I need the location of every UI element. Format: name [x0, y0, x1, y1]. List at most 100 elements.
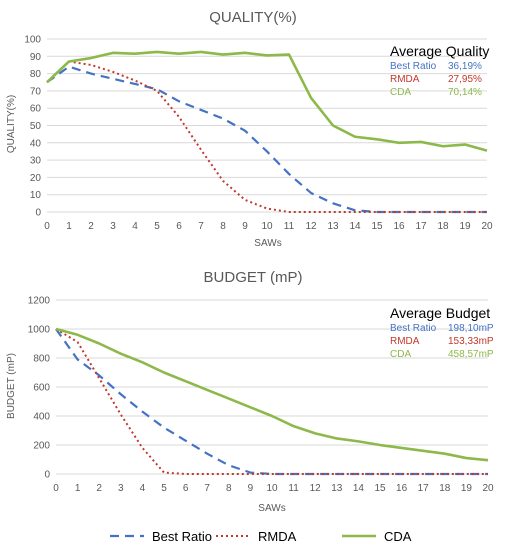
quality-y-tick-label: 50 — [30, 121, 42, 132]
quality-y-tick-label: 70 — [30, 86, 42, 97]
quality-series-line-rmda — [46, 60, 487, 213]
legend-label-cda: CDA — [384, 529, 412, 544]
quality-y-tick-label: 80 — [30, 69, 42, 80]
budget-series-line-cda — [55, 327, 489, 462]
quality-x-tick-label: 16 — [393, 221, 405, 232]
average-quality-value: 36,19% — [448, 61, 482, 72]
budget-x-tick-label: 13 — [331, 483, 343, 494]
quality-x-tick-label: 3 — [110, 221, 116, 232]
quality-x-tick-label: 8 — [220, 221, 226, 232]
average-budget-value: 458,57mP — [448, 349, 494, 360]
quality-x-tick-label: 14 — [349, 221, 361, 232]
quality-y-tick-label: 10 — [30, 190, 42, 201]
average-quality-label: CDA — [390, 87, 411, 98]
quality-series-line-cda — [46, 50, 488, 152]
quality-x-tick-label: 11 — [284, 221, 295, 232]
budget-x-tick-label: 9 — [248, 483, 254, 494]
budget-x-tick-label: 2 — [96, 483, 102, 494]
quality-series — [46, 50, 488, 214]
quality-x-tick-label: 2 — [88, 221, 94, 232]
quality-x-tick-label: 0 — [44, 221, 50, 232]
quality-x-tick-label: 7 — [198, 221, 204, 232]
quality-x-tick-label: 4 — [132, 221, 138, 232]
budget-x-tick-label: 0 — [53, 483, 59, 494]
average-quality-title: Average Quality — [390, 43, 489, 59]
quality-x-tick-label: 19 — [459, 221, 471, 232]
budget-average-box: Average Budget Best Ratio 198,10mP RMDA … — [390, 305, 494, 360]
quality-y-tick-label: 90 — [30, 52, 42, 63]
budget-x-axis-label: SAWs — [258, 503, 285, 514]
quality-x-tick-label: 18 — [437, 221, 449, 232]
budget-y-tick-label: 0 — [44, 470, 50, 481]
budget-x-tick-label: 12 — [310, 483, 322, 494]
quality-x-tick-label: 17 — [415, 221, 427, 232]
average-budget-label: CDA — [390, 349, 411, 360]
legend-label-rmda: RMDA — [258, 529, 297, 544]
budget-x-tick-label: 14 — [353, 483, 365, 494]
quality-x-tick-label: 1 — [66, 221, 72, 232]
quality-chart-title: QUALITY(%) — [209, 9, 297, 26]
budget-x-tick-label: 15 — [374, 483, 386, 494]
budget-x-tick-label: 20 — [482, 483, 494, 494]
quality-x-tick-label: 12 — [305, 221, 317, 232]
budget-y-tick-label: 800 — [33, 354, 50, 365]
quality-y-tick-label: 40 — [30, 138, 42, 149]
quality-x-tick-label: 20 — [481, 221, 493, 232]
quality-x-tick-label: 6 — [176, 221, 182, 232]
budget-x-tick-label: 8 — [226, 483, 232, 494]
quality-y-tick-label: 100 — [24, 35, 41, 46]
average-quality-label: RMDA — [390, 74, 420, 85]
quality-average-box: Average Quality Best Ratio 36,19% RMDA 2… — [390, 43, 489, 98]
average-budget-title: Average Budget — [390, 305, 490, 321]
budget-x-tick-label: 1 — [75, 483, 81, 494]
budget-series-line-rmda — [55, 328, 488, 475]
quality-y-tick-labels: 0 10 20 30 40 50 60 70 80 90 100 — [24, 35, 41, 219]
quality-x-tick-label: 15 — [371, 221, 383, 232]
budget-x-tick-label: 3 — [118, 483, 124, 494]
quality-y-tick-label: 30 — [30, 156, 42, 167]
quality-y-tick-label: 60 — [30, 104, 42, 115]
quality-x-tick-label: 9 — [242, 221, 248, 232]
budget-series — [55, 327, 489, 476]
quality-series-line-best-ratio — [46, 65, 487, 214]
quality-y-tick-label: 20 — [30, 173, 42, 184]
budget-y-tick-label: 1000 — [28, 325, 51, 336]
budget-y-tick-label: 400 — [33, 412, 50, 423]
budget-x-tick-label: 10 — [266, 483, 278, 494]
quality-x-tick-label: 13 — [327, 221, 339, 232]
budget-x-tick-label: 18 — [439, 483, 451, 494]
quality-x-axis-label: SAWs — [254, 238, 281, 249]
budget-x-tick-label: 7 — [204, 483, 210, 494]
quality-gridlines — [47, 38, 487, 213]
average-budget-value: 198,10mP — [448, 323, 494, 334]
budget-x-tick-label: 19 — [461, 483, 473, 494]
budget-y-tick-label: 600 — [33, 383, 50, 394]
legend: Best Ratio RMDA CDA — [110, 529, 412, 544]
quality-x-tick-label: 5 — [154, 221, 160, 232]
quality-y-axis-label: QUALITY(%) — [6, 95, 17, 153]
budget-y-tick-label: 1200 — [28, 296, 51, 307]
budget-series-line-best-ratio — [55, 328, 488, 476]
budget-x-tick-label: 16 — [396, 483, 408, 494]
budget-x-tick-label: 6 — [183, 483, 189, 494]
budget-x-tick-label: 17 — [418, 483, 430, 494]
average-quality-value: 70,14% — [448, 87, 482, 98]
quality-x-tick-label: 10 — [261, 221, 273, 232]
budget-chart-title: BUDGET (mP) — [204, 269, 303, 286]
quality-x-tick-labels: 0 1 2 3 4 5 6 7 8 9 10 11 12 13 14 15 16 17 18 19 20 — [44, 221, 493, 232]
budget-x-tick-label: 4 — [140, 483, 146, 494]
budget-y-tick-label: 200 — [33, 441, 50, 452]
average-budget-label: Best Ratio — [390, 323, 437, 334]
budget-y-axis-label: BUDGET (mP) — [6, 353, 17, 419]
legend-label-best-ratio: Best Ratio — [152, 529, 212, 544]
budget-x-tick-label: 11 — [288, 483, 299, 494]
budget-x-tick-labels: 0 1 2 3 4 5 6 7 8 9 10 11 12 13 14 15 16 17 18 19 20 — [53, 483, 494, 494]
budget-y-tick-labels: 0 200 400 600 800 1000 1200 — [28, 296, 51, 481]
quality-y-tick-label: 0 — [35, 208, 41, 219]
average-quality-label: Best Ratio — [390, 61, 437, 72]
average-quality-value: 27,95% — [448, 74, 482, 85]
budget-x-tick-label: 5 — [161, 483, 167, 494]
